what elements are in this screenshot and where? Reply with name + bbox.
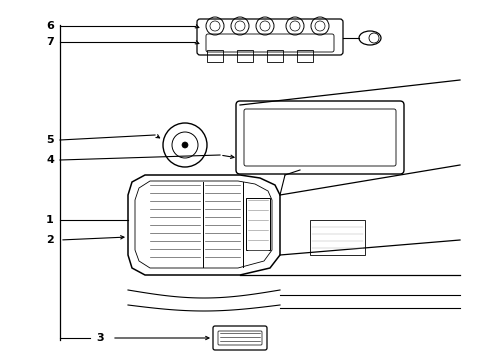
Text: 2: 2: [46, 235, 54, 245]
Text: 4: 4: [46, 155, 54, 165]
Text: 1: 1: [46, 215, 54, 225]
Text: 6: 6: [46, 21, 54, 31]
Text: 3: 3: [96, 333, 104, 343]
Bar: [246, 198, 270, 250]
Bar: [207, 50, 223, 62]
Bar: [297, 50, 313, 62]
Bar: [267, 50, 283, 62]
Bar: [310, 220, 365, 255]
Bar: [237, 50, 253, 62]
Text: 7: 7: [46, 37, 54, 47]
Text: 5: 5: [46, 135, 54, 145]
Circle shape: [182, 142, 188, 148]
